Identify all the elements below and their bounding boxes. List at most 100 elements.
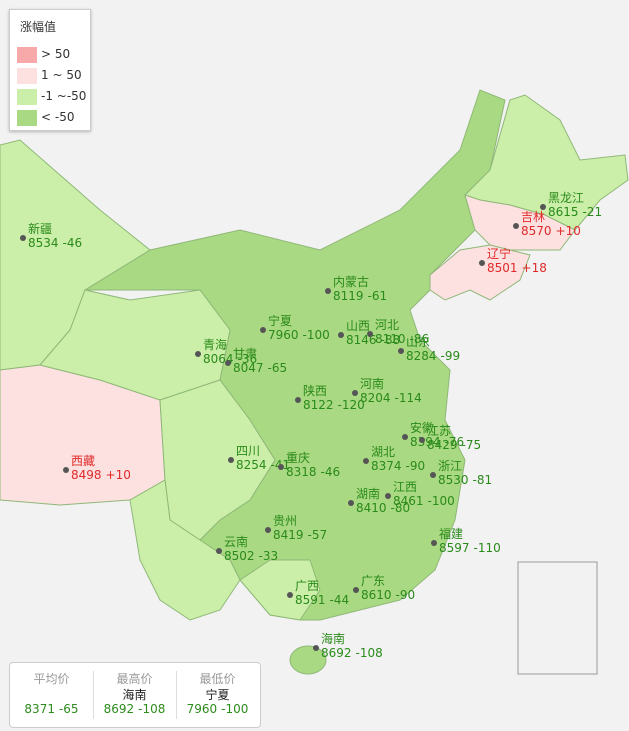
province-name: 湖南	[356, 486, 380, 501]
separator	[93, 671, 94, 719]
legend-item: -1 ~-50	[17, 88, 87, 105]
stat-name-text: 海南	[122, 688, 147, 702]
change: -108	[356, 646, 383, 660]
price: 8615	[548, 205, 579, 219]
province-value: 8419 -57	[273, 528, 327, 542]
stat-title: 平均价	[33, 672, 70, 686]
price: 8501	[487, 261, 518, 275]
province-name: 海南	[321, 631, 345, 646]
province-name: 安徽	[410, 420, 434, 435]
stat-name: 海南	[93, 686, 176, 702]
province-name: 新疆	[28, 221, 52, 236]
province-name: 内蒙古	[333, 274, 369, 289]
region	[39, 289, 231, 401]
province-dot	[348, 500, 354, 506]
change: -90	[396, 588, 416, 602]
province-name: 甘肃	[233, 347, 257, 361]
legend-swatch	[17, 46, 37, 63]
change: +18	[522, 261, 547, 275]
price: 8692	[321, 646, 352, 660]
province-dot	[278, 464, 284, 470]
province-name: 浙江	[438, 459, 462, 473]
province-name: 江西	[393, 480, 417, 494]
stat-change: -65	[58, 702, 79, 716]
stat-price: 8371	[24, 702, 55, 716]
province-dot	[385, 493, 391, 499]
legend-item: < -50	[17, 109, 74, 126]
legend-label: > 50	[41, 47, 71, 61]
province-value: 8534 -46	[28, 236, 82, 250]
province-name: 辽宁	[487, 246, 511, 261]
price: 8122	[303, 398, 334, 412]
province-value: 8502 -33	[224, 549, 278, 563]
province-dot	[338, 332, 344, 338]
stat-column: 最低价 宁夏 7960 -100	[176, 663, 259, 727]
province-value: 8318 -46	[286, 465, 340, 479]
province-dot	[265, 527, 271, 533]
price: 8284	[406, 349, 437, 363]
change: -114	[395, 391, 422, 405]
province-name: 吉林	[521, 210, 545, 224]
change: -110	[474, 541, 501, 555]
price: 8534	[28, 236, 59, 250]
price: 8570	[521, 224, 552, 238]
province-value: 8461 -100	[393, 494, 455, 508]
province-dot	[63, 467, 69, 473]
province-value: 8615 -21	[548, 205, 602, 219]
stat-change: -108	[138, 702, 166, 716]
province-dot	[402, 434, 408, 440]
province-dot	[367, 331, 373, 337]
province-value: 8591 -44	[295, 593, 349, 607]
province-name: 广东	[361, 574, 385, 588]
change: -90	[406, 459, 426, 473]
province-dot	[419, 437, 425, 443]
change: -75	[462, 438, 482, 452]
province-value: 8284 -99	[406, 349, 460, 363]
price: 8047	[233, 361, 264, 375]
province-dot	[287, 592, 293, 598]
province-name: 广西	[295, 579, 319, 593]
legend-item: > 50	[17, 46, 71, 63]
change: -36	[238, 352, 258, 366]
province-value: 8374 -90	[371, 459, 425, 473]
province-value: 8204 -114	[360, 391, 422, 405]
province-name: 西藏	[71, 454, 95, 468]
province-value: 7960 -100	[268, 328, 330, 342]
province-name: 贵州	[273, 514, 297, 528]
province-name: 重庆	[286, 451, 310, 465]
province-value: 8047 -65	[233, 361, 287, 375]
change: -86	[410, 332, 430, 346]
price: 8110	[375, 332, 406, 346]
change: -46	[63, 236, 83, 250]
stat-change: -100	[221, 702, 249, 716]
province-dot	[363, 458, 369, 464]
province-dot	[313, 645, 319, 651]
province-value: 8122 -120	[303, 398, 365, 412]
change: -46	[321, 465, 341, 479]
change: -81	[473, 473, 493, 487]
legend-title: 涨幅值	[20, 20, 57, 34]
province-dot	[430, 472, 436, 478]
price: 8597	[439, 541, 470, 555]
legend-label: -1 ~-50	[41, 89, 87, 103]
province-name: 青海	[203, 337, 227, 352]
province-dot	[225, 360, 231, 366]
province-dot	[325, 288, 331, 294]
price: 8204	[360, 391, 391, 405]
change: -88	[381, 333, 401, 347]
stat-value: 7960 -100	[176, 702, 259, 716]
province-name: 福建	[439, 526, 463, 541]
inset-frame	[517, 561, 598, 675]
change: -76	[445, 435, 465, 449]
province-value: 8429 -75	[427, 438, 481, 452]
separator	[176, 671, 177, 719]
price: 8410	[356, 501, 387, 515]
price: 8318	[286, 465, 317, 479]
change: -99	[441, 349, 461, 363]
province-value: 8597 -110	[439, 541, 501, 555]
region	[464, 194, 576, 251]
province-name: 陕西	[303, 383, 327, 398]
change: -65	[268, 361, 288, 375]
